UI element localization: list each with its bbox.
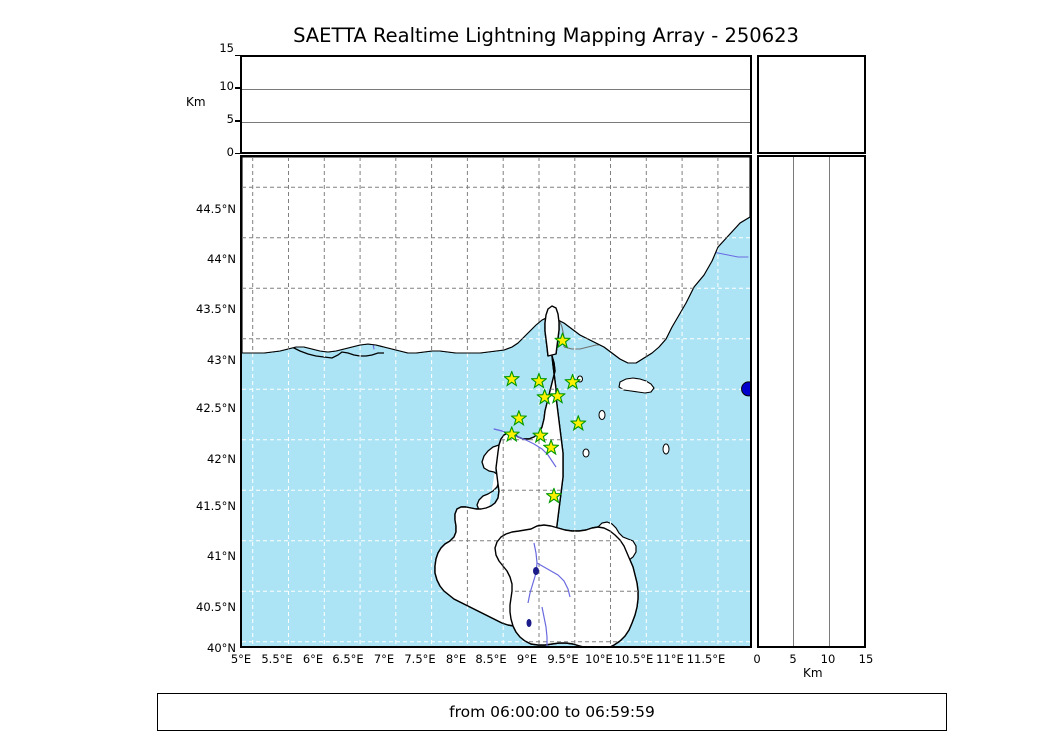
tick-lon-7_5: 7.5°E — [404, 652, 436, 666]
tick-right-0: 0 — [753, 652, 761, 666]
tick-lon-5: 5°E — [230, 652, 252, 666]
blue-markers — [741, 381, 750, 397]
corner-panel — [757, 55, 866, 154]
tick-lat-43: 43°N — [207, 353, 236, 367]
tick-top-5: 5 — [226, 112, 234, 126]
tick-lon-8_5: 8.5°E — [475, 652, 507, 666]
tick-top-10: 10 — [219, 79, 234, 93]
page-title: SAETTA Realtime Lightning Mapping Array … — [293, 24, 799, 47]
tick-lat-42_5: 42.5°N — [196, 401, 236, 415]
gridline-10km — [242, 88, 750, 90]
tick-lon-9: 9°E — [516, 652, 538, 666]
gridline-5km — [242, 121, 750, 123]
tick-lon-8: 8°E — [445, 652, 467, 666]
altitude-latitude-panel[interactable] — [757, 155, 866, 648]
tick-lat-40: 40°N — [207, 641, 236, 655]
tick-lon-11: 11°E — [656, 652, 684, 666]
status-bar[interactable]: from 06:00:00 to 06:59:59 — [157, 693, 947, 731]
map-panel[interactable] — [240, 155, 752, 648]
tick-lon-7: 7°E — [373, 652, 395, 666]
tick-lat-41: 41°N — [207, 549, 236, 563]
map-graphics — [242, 157, 750, 646]
tick-top-0: 0 — [226, 145, 234, 159]
tickmark — [235, 152, 240, 155]
tickmark — [235, 120, 240, 122]
gridline-5km-right — [792, 157, 794, 646]
gridline-10km-right — [828, 157, 830, 646]
tick-right-5: 5 — [789, 652, 797, 666]
tick-lat-44: 44°N — [207, 252, 236, 266]
tick-lon-10_5: 10.5°E — [614, 652, 654, 666]
tick-right-10: 10 — [820, 652, 836, 666]
tick-lat-44_5: 44.5°N — [196, 202, 236, 216]
map-content — [242, 157, 750, 646]
tick-lon-5_5: 5.5°E — [261, 652, 293, 666]
tickmark — [235, 54, 240, 57]
tick-lon-11_5: 11.5°E — [686, 652, 726, 666]
tick-right-15: 15 — [858, 652, 874, 666]
top-panel-ylabel: Km — [186, 95, 206, 109]
altitude-longitude-panel[interactable] — [240, 55, 752, 154]
tick-lat-42: 42°N — [207, 452, 236, 466]
tick-lat-40_5: 40.5°N — [196, 600, 236, 614]
data-point-marker — [741, 381, 750, 397]
tick-lon-9_5: 9.5°E — [547, 652, 579, 666]
tick-lon-6_5: 6.5°E — [332, 652, 364, 666]
tick-lat-43_5: 43.5°N — [196, 302, 236, 316]
tick-lat-41_5: 41.5°N — [196, 499, 236, 513]
right-panel-xlabel: Km — [803, 666, 823, 680]
time-range-text: from 06:00:00 to 06:59:59 — [449, 703, 655, 721]
tick-lon-10: 10°E — [585, 652, 613, 666]
tick-lon-6: 6°E — [302, 652, 324, 666]
tickmark — [235, 87, 240, 89]
tick-top-15: 15 — [219, 41, 234, 55]
